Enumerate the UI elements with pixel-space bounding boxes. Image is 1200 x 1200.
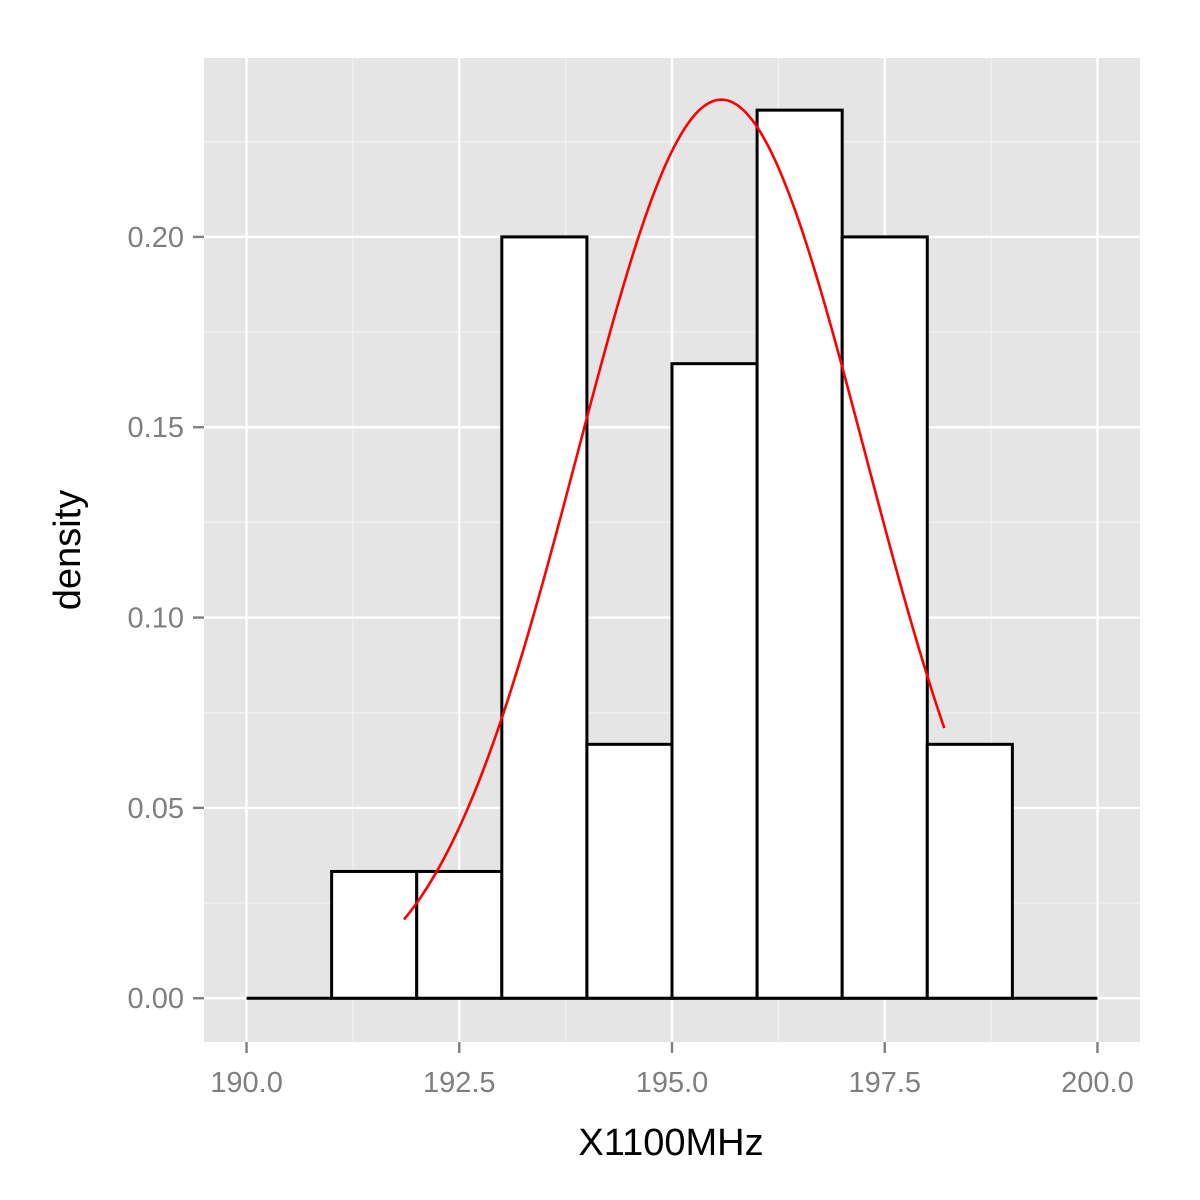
y-axis: 0.00 0.05 0.10 0.15 0.20	[128, 222, 204, 1015]
histogram-bar-4	[585, 742, 674, 1000]
y-tick-label: 0.00	[128, 983, 184, 1015]
x-axis-title: X1100MHz	[578, 1122, 763, 1164]
histogram-bar-1	[330, 869, 419, 1000]
histogram-bar-3	[500, 235, 589, 1000]
density-curve-layer	[402, 98, 946, 921]
histogram-bar-8	[925, 742, 1014, 1000]
histogram-bar-2	[415, 869, 504, 1000]
x-tick-label: 192.5	[423, 1067, 496, 1099]
histogram-bar-7	[840, 235, 929, 1000]
histogram-bars	[246, 108, 1098, 1000]
x-tick-label: 195.0	[636, 1067, 709, 1099]
histogram-bar-5	[670, 362, 759, 1000]
y-tick-label: 0.05	[128, 793, 184, 825]
y-axis-title: density	[47, 490, 89, 610]
x-axis: 190.0 192.5 195.0 197.5 200.0	[210, 1042, 1134, 1099]
density-curve	[402, 98, 946, 921]
x-tick-label: 190.0	[210, 1067, 283, 1099]
histogram-bar-6	[755, 108, 844, 1000]
y-tick-label: 0.10	[128, 603, 184, 635]
x-tick-label: 200.0	[1061, 1067, 1134, 1099]
y-tick-label: 0.15	[128, 412, 184, 444]
y-tick-label: 0.20	[128, 222, 184, 254]
x-tick-label: 197.5	[848, 1067, 921, 1099]
